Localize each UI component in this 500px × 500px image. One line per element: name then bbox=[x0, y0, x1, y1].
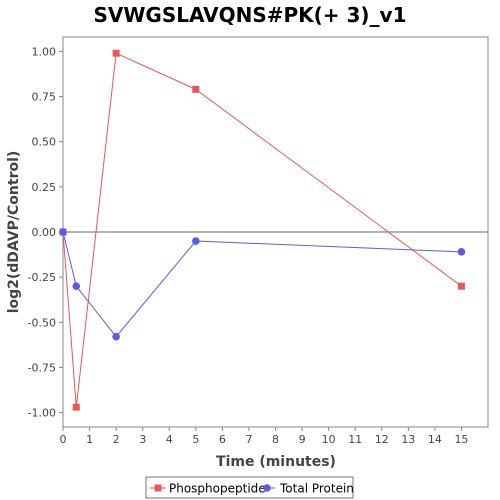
y-tick-label: -0.75 bbox=[28, 361, 56, 374]
series-layer bbox=[59, 49, 466, 411]
x-tick-label: 9 bbox=[299, 433, 306, 446]
x-tick-label: 1 bbox=[86, 433, 93, 446]
x-axis: 0 1 2 3 4 5 6 7 8 9 10 11 12 13 14 15 bbox=[60, 427, 468, 446]
data-point-total-protein bbox=[457, 248, 466, 256]
x-tick-label: 14 bbox=[428, 433, 442, 446]
x-tick-label: 8 bbox=[272, 433, 279, 446]
data-point-total-protein bbox=[192, 237, 200, 245]
x-tick-label: 10 bbox=[322, 433, 336, 446]
y-axis-label: log2(dDAVP/Control) bbox=[6, 151, 22, 314]
data-point-phosphopeptide bbox=[457, 282, 465, 290]
x-tick-label: 2 bbox=[113, 433, 120, 446]
x-tick-label: 13 bbox=[401, 433, 415, 446]
legend-marker-phosphopeptide bbox=[154, 484, 162, 492]
legend: Phosphopeptide Total Protein bbox=[145, 476, 354, 499]
y-axis: 1.00 0.75 0.50 0.25 0.00 -0.25 -0.50 -0.75 -1.00 bbox=[28, 45, 63, 420]
x-axis-label: Time (minutes) bbox=[216, 454, 336, 470]
x-tick-label: 11 bbox=[348, 433, 362, 446]
x-tick-label: 4 bbox=[166, 433, 173, 446]
x-tick-label: 0 bbox=[60, 433, 67, 446]
x-tick-label: 15 bbox=[454, 433, 468, 446]
y-tick-label: 0.50 bbox=[32, 136, 57, 149]
data-point-total-protein bbox=[112, 332, 120, 341]
y-tick-label: 1.00 bbox=[32, 45, 57, 58]
legend-marker-total-protein bbox=[263, 484, 271, 492]
x-tick-label: 5 bbox=[192, 433, 199, 446]
y-tick-label: -0.50 bbox=[28, 316, 56, 329]
data-point-total-protein bbox=[59, 228, 67, 236]
legend-label-phosphopeptide: Phosphopeptide bbox=[169, 482, 266, 496]
data-point-total-protein bbox=[72, 282, 81, 290]
y-tick-label: 0.00 bbox=[32, 226, 57, 239]
y-tick-label: -0.25 bbox=[28, 271, 56, 284]
y-tick-label: -1.00 bbox=[28, 407, 56, 420]
data-point-phosphopeptide bbox=[72, 403, 80, 411]
chart-title: SVWGSLAVQNS#PK(+ 3)_v1 bbox=[93, 3, 406, 27]
legend-box bbox=[145, 476, 354, 499]
x-tick-label: 3 bbox=[139, 433, 146, 446]
x-tick-label: 6 bbox=[219, 433, 226, 446]
legend-label-total-protein: Total Protein bbox=[279, 482, 354, 496]
y-tick-label: 0.25 bbox=[32, 181, 57, 194]
data-point-phosphopeptide bbox=[192, 85, 200, 93]
x-tick-label: 7 bbox=[245, 433, 252, 446]
y-tick-label: 0.75 bbox=[32, 91, 57, 104]
x-tick-label: 12 bbox=[375, 433, 389, 446]
data-point-phosphopeptide bbox=[112, 49, 120, 57]
